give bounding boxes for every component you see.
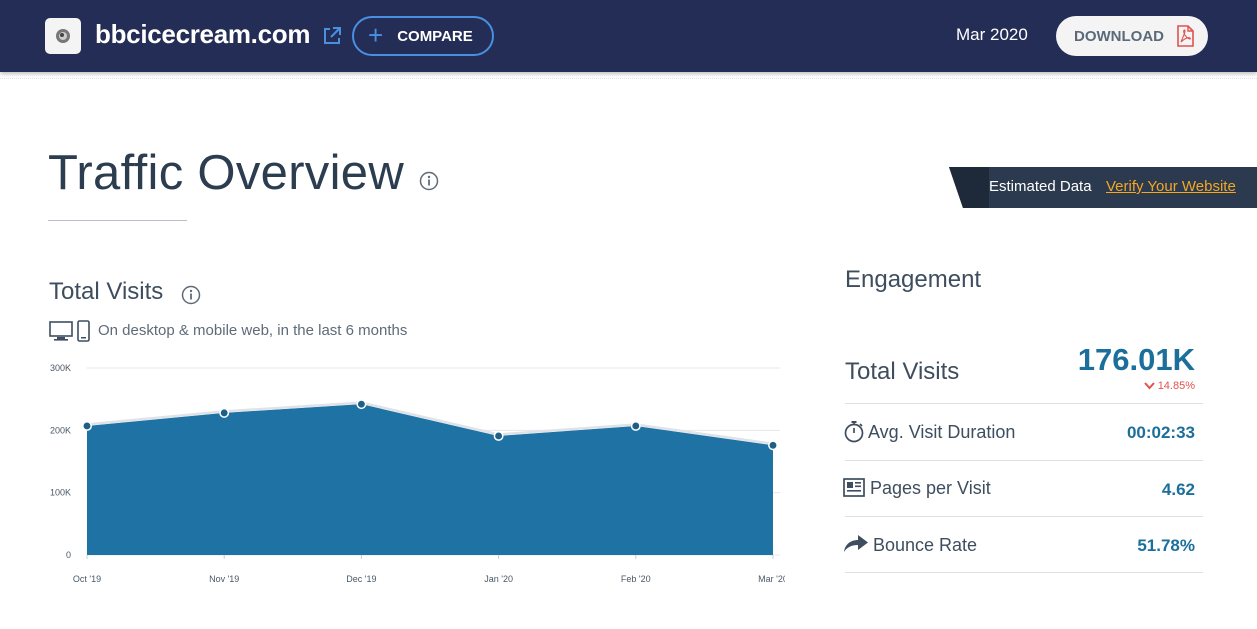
data-point — [630, 421, 641, 431]
data-point — [219, 407, 230, 418]
engagement-divider — [845, 516, 1203, 517]
visits-area — [87, 404, 773, 555]
data-point — [82, 421, 92, 431]
engagement-heading: Engagement — [845, 266, 982, 293]
estimated-data-banner — [949, 167, 1257, 208]
y-tick-label: 100K — [50, 488, 71, 498]
external-link-icon[interactable] — [322, 26, 342, 46]
y-tick-label: 300K — [50, 363, 71, 373]
engagement-total-visits-value: 176.01K — [1077, 342, 1195, 377]
x-tick-label: Oct '19 — [73, 574, 101, 584]
compare-button[interactable]: + COMPARE — [352, 16, 494, 56]
y-tick-label: 200K — [50, 425, 71, 435]
desktop-icon — [49, 321, 73, 341]
total-visits-chart: 0 100K 200K 300K Oct '19 Nov '19 Dec '19 Jan '2… — [50, 363, 785, 584]
x-tick-label: Feb '20 — [621, 574, 651, 584]
x-tick-label: Mar '20 — [758, 574, 785, 584]
data-point — [356, 399, 367, 410]
estimated-data-label: Estimated Data — [989, 178, 1092, 195]
bounce-rate-label: Bounce Rate — [873, 535, 978, 555]
period-label: Mar 2020 — [956, 25, 1028, 44]
engagement-divider — [845, 403, 1203, 404]
data-point — [768, 440, 778, 451]
download-button[interactable]: DOWNLOAD — [1056, 16, 1208, 56]
total-visits-heading: Total Visits — [49, 278, 164, 305]
engagement-total-visits-label: Total Visits — [845, 358, 960, 385]
title-underline — [48, 220, 187, 221]
engagement-divider — [845, 572, 1203, 573]
chevron-down-icon — [1143, 382, 1155, 390]
bounce-rate-value: 51.78% — [1137, 536, 1195, 555]
x-tick-label: Dec '19 — [346, 574, 376, 584]
compare-label: COMPARE — [397, 27, 473, 45]
engagement-divider — [845, 460, 1203, 461]
download-label: DOWNLOAD — [1074, 27, 1164, 45]
x-tick-label: Nov '19 — [209, 574, 239, 584]
share-arrow-icon — [843, 533, 869, 558]
page-title: Traffic Overview — [48, 146, 405, 200]
device-caption: On desktop & mobile web, in the last 6 m… — [98, 322, 408, 339]
site-name: bbcicecream.com — [95, 19, 311, 49]
plus-icon: + — [368, 19, 384, 50]
info-icon[interactable] — [419, 171, 439, 196]
device-icons — [49, 320, 93, 347]
total-visits-change-value: 14.85% — [1157, 380, 1195, 392]
site-favicon — [45, 18, 81, 54]
top-bar: bbcicecream.com + COMPARE Mar 2020 DOWNL… — [0, 0, 1257, 72]
visits-line — [86, 401, 774, 446]
x-tick-label: Jan '20 — [484, 574, 513, 584]
total-visits-change: 14.85% — [1143, 380, 1195, 392]
avg-visit-duration-value: 00:02:33 — [1126, 423, 1195, 442]
avg-visit-duration-label: Avg. Visit Duration — [868, 422, 1016, 442]
pdf-icon — [1177, 25, 1194, 47]
header-divider — [0, 78, 1257, 79]
stopwatch-icon — [843, 420, 865, 449]
y-tick-label: 0 — [66, 550, 71, 560]
data-point — [493, 430, 504, 441]
info-icon[interactable] — [181, 285, 201, 310]
pages-per-visit-value: 4.62 — [1161, 480, 1195, 499]
verify-website-link[interactable]: Verify Your Website — [1106, 178, 1236, 195]
pages-icon — [843, 478, 865, 503]
mobile-icon — [77, 320, 90, 342]
pages-per-visit-label: Pages per Visit — [870, 478, 991, 498]
